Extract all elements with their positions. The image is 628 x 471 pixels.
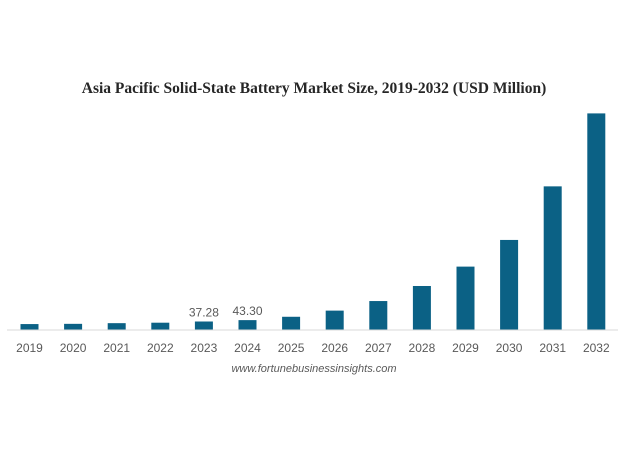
data-label-2024: 43.30	[232, 304, 262, 318]
data-labels: 37.28 43.30	[189, 304, 263, 319]
bars-group	[20, 113, 606, 331]
x-tick-label-2024: 2024	[234, 341, 261, 355]
bar-2032	[587, 113, 606, 331]
bar-2028	[412, 285, 431, 330]
x-tick-label-2031: 2031	[539, 341, 566, 355]
bar-2026	[325, 310, 344, 330]
x-tick-label-2023: 2023	[191, 341, 218, 355]
x-tick-label-2026: 2026	[321, 341, 348, 355]
x-tick-label-2029: 2029	[452, 341, 479, 355]
bar-2019	[20, 324, 39, 330]
bar-2024	[238, 320, 257, 330]
bar-2023	[194, 321, 213, 330]
bar-2020	[64, 323, 83, 330]
bar-2025	[282, 316, 301, 330]
chart-title: Asia Pacific Solid-State Battery Market …	[81, 80, 547, 97]
bar-2030	[500, 239, 519, 330]
x-tick-label-2020: 2020	[60, 341, 87, 355]
bar-2027	[369, 301, 388, 330]
x-tick-label-2032: 2032	[583, 341, 610, 355]
bar-2022	[151, 322, 170, 330]
bar-2029	[456, 266, 475, 330]
data-label-2023: 37.28	[189, 306, 219, 320]
x-tick-label-2028: 2028	[409, 341, 436, 355]
x-tick-labels: 2019 2020 2021 2022 2023 2024 2025 2026 2027 2028…	[16, 341, 610, 355]
source-watermark: www.fortunebusinessinsights.com	[231, 363, 397, 375]
x-tick-label-2021: 2021	[103, 341, 130, 355]
x-tick-label-2019: 2019	[16, 341, 43, 355]
x-tick-label-2025: 2025	[278, 341, 305, 355]
x-tick-label-2030: 2030	[496, 341, 523, 355]
bar-2021	[107, 323, 126, 330]
x-tick-label-2022: 2022	[147, 341, 174, 355]
x-tick-label-2027: 2027	[365, 341, 392, 355]
bar-2031	[543, 186, 562, 330]
